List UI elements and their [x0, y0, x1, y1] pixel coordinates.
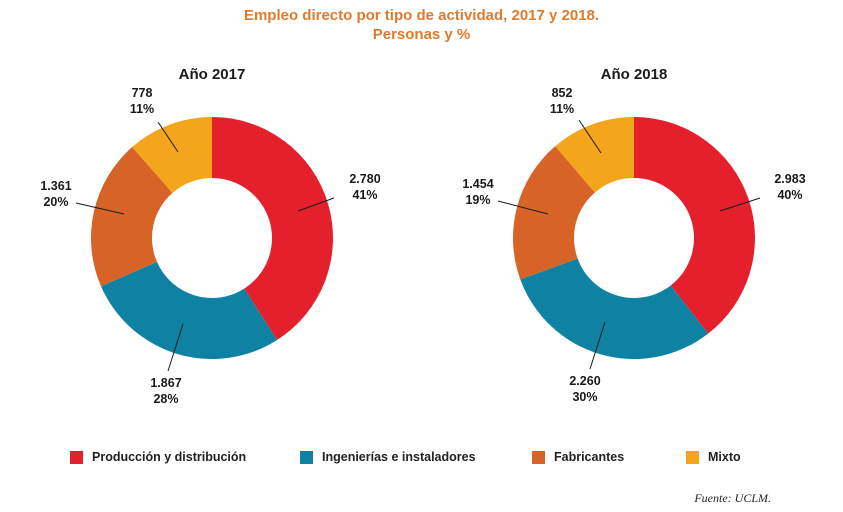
leader-line — [157, 121, 179, 153]
legend-swatch — [70, 450, 83, 464]
data-value-label: 852 — [552, 86, 573, 100]
donut-chart-2: Año 2018 2.983 40% 2.260 30% 1.454 19% 852 11% — [462, 66, 805, 404]
leader-line — [589, 321, 606, 370]
donut-title: Año 2017 — [179, 66, 246, 83]
title-line-1: Empleo directo por tipo de actividad, 20… — [243, 7, 600, 24]
legend-swatch — [300, 450, 313, 464]
leader-line — [578, 119, 602, 154]
data-value-label: 2.780 — [349, 172, 380, 186]
donut-slice — [91, 147, 173, 287]
legend-swatch — [686, 450, 699, 464]
donut-slice — [212, 117, 333, 341]
data-value-label: 2.260 — [569, 374, 600, 388]
data-value-label: 1.454 — [462, 177, 493, 191]
leader-line — [75, 202, 125, 215]
legend: Producción y distribución Ingenierías e … — [0, 450, 843, 470]
data-value-label: 1.867 — [150, 376, 181, 390]
data-percent-label: 19% — [465, 193, 490, 207]
legend-label: Mixto — [708, 450, 741, 464]
donut-charts: Año 20172.78041%1.86728%1.36120%77811%Añ… — [40, 66, 805, 406]
data-value-label: 1.361 — [40, 179, 71, 193]
data-percent-label: 30% — [572, 390, 597, 404]
source-note: Fuente: UCLM. — [694, 491, 771, 505]
legend-label: Producción y distribución — [92, 450, 247, 464]
data-percent-label: 11% — [130, 102, 154, 116]
donut-slice — [634, 117, 755, 334]
donut-chart-1: Año 2017 2.780 41% 1.867 28% 1.361 20% 778 11% — [40, 66, 380, 406]
donut-slice — [132, 117, 212, 193]
legend-label: Fabricantes — [554, 450, 625, 464]
legend-item-produccion: Producción y distribución — [70, 450, 246, 464]
leader-line — [719, 197, 761, 212]
data-percent-label: 40% — [777, 188, 802, 202]
data-percent-label: 11% — [550, 102, 574, 116]
donut-slice — [101, 261, 278, 359]
legend-item-ingenierias: Ingenierías e instaladores — [300, 450, 476, 464]
donut-slice — [520, 258, 709, 359]
chart-main-title: Empleo directo por tipo de actividad, 20… — [0, 6, 843, 44]
data-value-label: 2.983 — [774, 172, 805, 186]
title-line-2: Personas y % — [372, 26, 471, 43]
leader-line — [497, 200, 549, 215]
leader-line — [167, 323, 184, 372]
data-percent-label: 28% — [153, 392, 178, 406]
legend-item-mixto: Mixto — [686, 450, 741, 464]
donut-slice — [555, 117, 634, 193]
legend-label: Ingenierías e instaladores — [322, 450, 476, 464]
leader-line — [297, 197, 335, 212]
legend-item-fabricantes: Fabricantes — [532, 450, 624, 464]
donut-title: Año 2018 — [601, 66, 668, 83]
legend-swatch — [532, 450, 545, 464]
data-percent-label: 41% — [352, 188, 377, 202]
data-percent-label: 20% — [43, 195, 68, 209]
data-value-label: 778 — [132, 86, 153, 100]
donut-slice — [513, 146, 595, 280]
